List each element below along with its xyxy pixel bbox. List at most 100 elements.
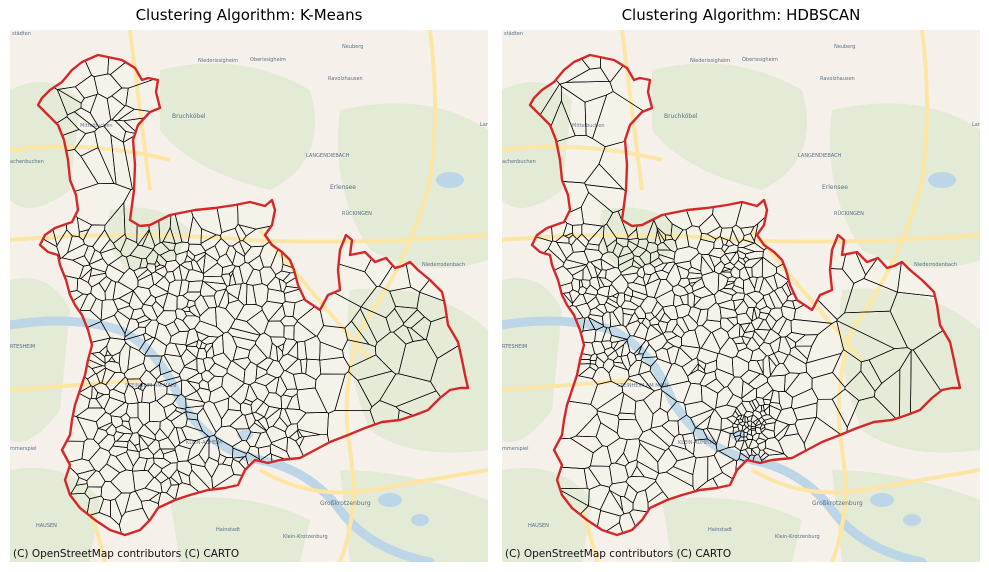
road (502, 233, 980, 244)
map-attribution: (C) OpenStreetMap contributors (C) CARTO (13, 548, 240, 560)
voronoi-cell (114, 492, 131, 518)
voronoi-cell (263, 392, 283, 409)
voronoi-cell (646, 271, 661, 285)
voronoi-cell (739, 414, 745, 421)
voronoi-cell (771, 315, 788, 335)
voronoi-cell (174, 407, 187, 414)
voronoi-cell (585, 243, 600, 251)
voronoi-cell (202, 357, 216, 372)
voronoi-cell (604, 301, 618, 313)
voronoi-cell (185, 372, 203, 384)
voronoi-cell (636, 442, 659, 474)
voronoi-cell (607, 295, 618, 304)
voronoi-cell (620, 265, 640, 276)
place-label: Ravolzhausen (820, 76, 855, 82)
map-kmeans[interactable]: städten Neuberg Niederissigheim Oberissighe… (10, 30, 488, 562)
basemap-green (338, 103, 488, 268)
road (10, 144, 171, 162)
voronoi-cell (394, 305, 418, 324)
voronoi-cell (665, 466, 694, 488)
place-label: STEINHEIM AM MAIN (125, 383, 176, 389)
place-label: Neuberg (342, 44, 363, 50)
voronoi-cell (161, 241, 176, 251)
place-label: RÜCKINGEN (342, 210, 372, 217)
voronoi-cell (751, 307, 758, 322)
voronoi-cell (221, 372, 245, 397)
voronoi-cell (763, 404, 770, 416)
voronoi-map-kmeans: städten Neuberg Niederissigheim Oberissighe… (10, 30, 488, 562)
voronoi-cell (764, 422, 776, 432)
basemap-green (502, 468, 592, 562)
voronoi-cell (668, 444, 695, 462)
voronoi-cell (554, 55, 601, 70)
road (502, 144, 663, 162)
place-label: Lan (972, 122, 980, 128)
voronoi-cell (132, 470, 155, 492)
voronoi-cell (232, 240, 246, 257)
voronoi-cell (562, 222, 574, 237)
voronoi-cell (267, 304, 286, 322)
lake (928, 172, 956, 188)
place-label: Niederrodenbach (422, 262, 465, 268)
place-label: Niederrodenbach (914, 262, 957, 268)
voronoi-cell (589, 445, 612, 467)
voronoi-cell (215, 436, 234, 458)
voronoi-cell (92, 382, 111, 395)
voronoi-cell (74, 74, 99, 99)
voronoi-cell (279, 370, 298, 390)
voronoi-cell (126, 378, 143, 390)
place-label: achenbuchen (10, 159, 44, 165)
place-label: Großkrotzenburg (320, 500, 371, 507)
voronoi-cell (142, 294, 157, 307)
basemap-green (10, 82, 80, 208)
voronoi-cell (729, 228, 740, 247)
place-label: LANGENDIEBACH (306, 153, 350, 159)
voronoi-cell (287, 341, 299, 360)
voronoi-cell (743, 431, 749, 438)
basemap-green (170, 497, 310, 562)
voronoi-cell (196, 339, 203, 350)
voronoi-cell (731, 284, 745, 294)
voronoi-cell (700, 331, 721, 354)
voronoi-cell (76, 469, 97, 482)
voronoi-cell (740, 449, 750, 460)
voronoi-cell (889, 291, 960, 351)
voronoi-cell (215, 306, 236, 334)
voronoi-cell (720, 237, 729, 246)
voronoi-cell (868, 347, 913, 384)
map-hdbscan[interactable]: städten Neuberg Niederissigheim Oberissighe… (502, 30, 980, 562)
voronoi-cell (269, 342, 279, 362)
place-label: Mittelbuchen (572, 123, 605, 129)
voronoi-cell (562, 259, 586, 270)
voronoi-cell (762, 389, 774, 401)
voronoi-cell (108, 388, 126, 403)
voronoi-cell (118, 342, 131, 375)
voronoi-cell (200, 228, 217, 245)
place-label: RTESHEIM (502, 344, 527, 350)
voronoi-cell (656, 226, 666, 242)
voronoi-cell (257, 445, 271, 462)
place-label: Großkrotzenburg (812, 500, 863, 507)
road (10, 378, 141, 392)
voronoi-cell (691, 277, 706, 292)
road (10, 233, 488, 244)
voronoi-cell (245, 268, 263, 286)
voronoi-cell (634, 305, 646, 319)
basemap-green (107, 207, 190, 270)
voronoi-cell (714, 260, 725, 275)
place-label: Lan (480, 122, 488, 128)
lake (870, 493, 894, 507)
voronoi-cell (654, 307, 665, 322)
place-label: Mittelbuchen (80, 123, 113, 129)
road (830, 30, 929, 562)
voronoi-cell (616, 292, 626, 308)
voronoi-cell (133, 387, 144, 404)
place-label: Klein-Krotzenburg (775, 534, 820, 540)
voronoi-cell (738, 323, 745, 338)
place-label: Oberissigheim (250, 57, 286, 63)
voronoi-cell (154, 470, 170, 484)
voronoi-cell (149, 400, 167, 423)
place-label: städten (12, 31, 31, 37)
voronoi-cell (756, 359, 764, 374)
voronoi-cell (351, 308, 378, 348)
